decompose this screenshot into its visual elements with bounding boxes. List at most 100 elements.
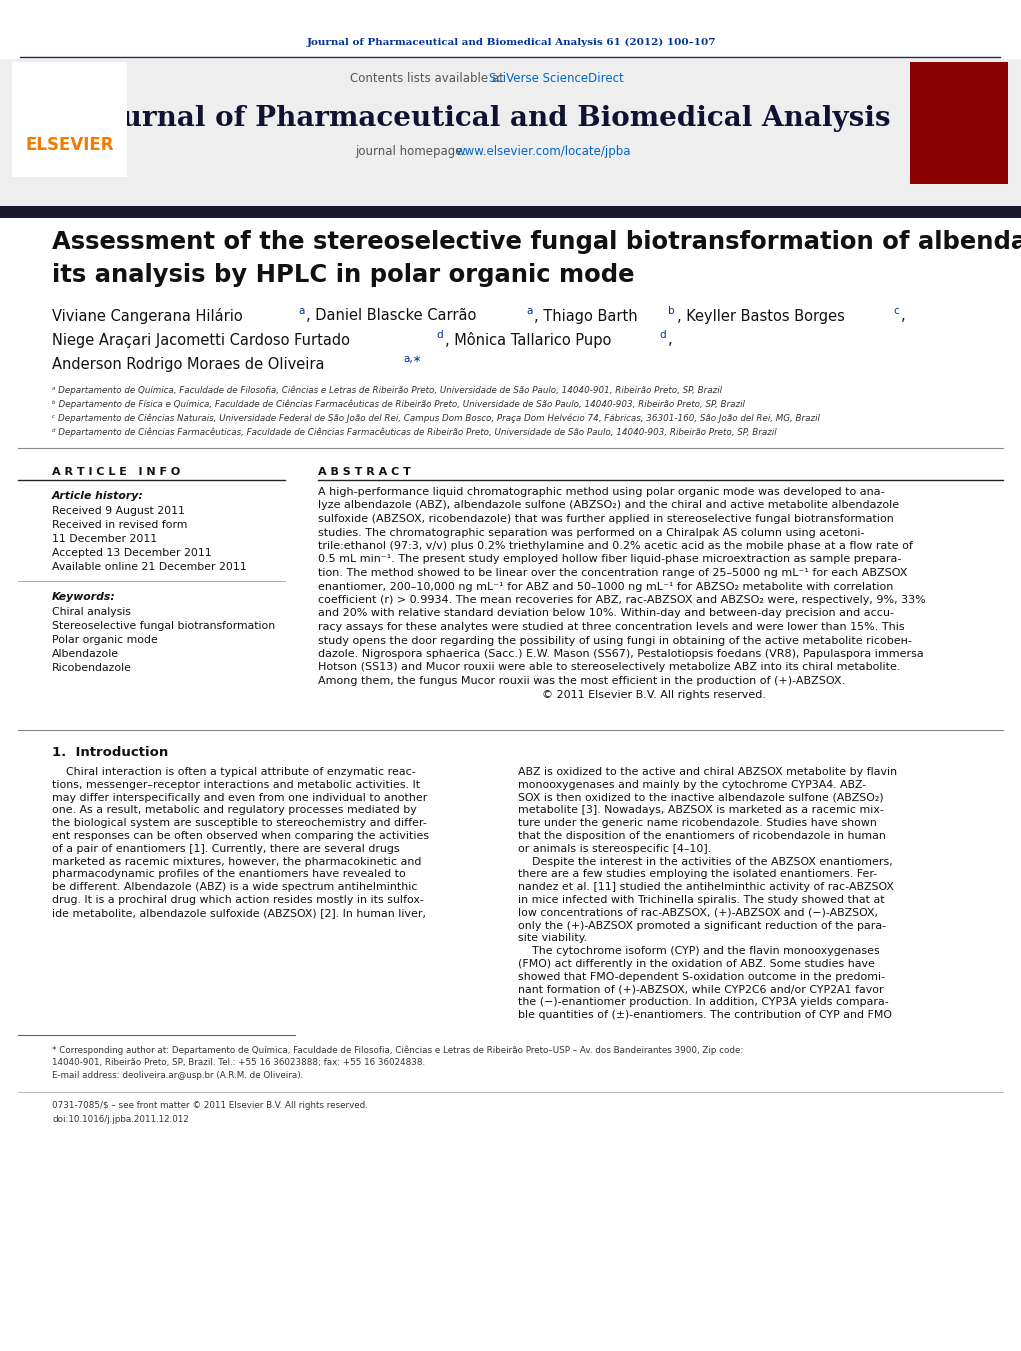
Text: studies. The chromatographic separation was performed on a Chiralpak AS column u: studies. The chromatographic separation … [318,527,865,538]
Text: doi:10.1016/j.jpba.2011.12.012: doi:10.1016/j.jpba.2011.12.012 [52,1115,189,1124]
Text: pharmacodynamic profiles of the enantiomers have revealed to: pharmacodynamic profiles of the enantiom… [52,870,405,880]
Text: ble quantities of (±)-enantiomers. The contribution of CYP and FMO: ble quantities of (±)-enantiomers. The c… [518,1011,892,1020]
Text: d: d [437,330,443,340]
Text: www.elsevier.com/locate/jpba: www.elsevier.com/locate/jpba [455,145,631,158]
Text: drug. It is a prochiral drug which action resides mostly in its sulfox-: drug. It is a prochiral drug which actio… [52,894,424,905]
Text: its analysis by HPLC in polar organic mode: its analysis by HPLC in polar organic mo… [52,263,634,286]
Text: Niege Araçari Jacometti Cardoso Furtado: Niege Araçari Jacometti Cardoso Furtado [52,332,350,347]
Text: © 2011 Elsevier B.V. All rights reserved.: © 2011 Elsevier B.V. All rights reserved… [318,689,766,700]
Text: Viviane Cangerana Hilário: Viviane Cangerana Hilário [52,308,243,324]
Text: ,: , [669,332,673,347]
Text: or animals is stereospecific [4–10].: or animals is stereospecific [4–10]. [518,844,711,854]
Text: ,: , [901,308,906,323]
Text: may differ interspecifically and even from one individual to another: may differ interspecifically and even fr… [52,793,428,802]
Text: 11 December 2011: 11 December 2011 [52,534,157,544]
Text: Received 9 August 2011: Received 9 August 2011 [52,507,185,516]
Text: site viability.: site viability. [518,934,587,943]
Text: SOX is then oxidized to the inactive albendazole sulfone (ABZSO₂): SOX is then oxidized to the inactive alb… [518,793,883,802]
Text: 0.5 mL min⁻¹. The present study employed hollow fiber liquid-phase microextracti: 0.5 mL min⁻¹. The present study employed… [318,554,902,565]
Text: nandez et al. [11] studied the antihelminthic activity of rac-ABZSOX: nandez et al. [11] studied the antihelmi… [518,882,893,892]
Text: nant formation of (+)-ABZSOX, while CYP2C6 and/or CYP2A1 favor: nant formation of (+)-ABZSOX, while CYP2… [518,985,883,994]
Text: * Corresponding author at: Departamento de Química, Faculdade de Filosofia, Ciên: * Corresponding author at: Departamento … [52,1046,743,1055]
Text: there are a few studies employing the isolated enantiomers. Fer-: there are a few studies employing the is… [518,870,877,880]
Text: Assessment of the stereoselective fungal biotransformation of albendazole and: Assessment of the stereoselective fungal… [52,230,1021,254]
Text: 0731-7085/$ – see front matter © 2011 Elsevier B.V. All rights reserved.: 0731-7085/$ – see front matter © 2011 El… [52,1101,368,1111]
Text: metabolite [3]. Nowadays, ABZSOX is marketed as a racemic mix-: metabolite [3]. Nowadays, ABZSOX is mark… [518,805,884,816]
Text: in mice infected with Trichinella spiralis. The study showed that at: in mice infected with Trichinella spiral… [518,894,884,905]
Text: ᵃ Departamento de Química, Faculdade de Filosofia, Ciências e Letras de Ribeirão: ᵃ Departamento de Química, Faculdade de … [52,385,722,394]
Text: the (−)-enantiomer production. In addition, CYP3A yields compara-: the (−)-enantiomer production. In additi… [518,997,888,1008]
Text: Contents lists available at: Contents lists available at [350,73,507,85]
Text: tions, messenger–receptor interactions and metabolic activities. It: tions, messenger–receptor interactions a… [52,780,420,790]
FancyBboxPatch shape [910,62,1008,184]
Text: ent responses can be often observed when comparing the activities: ent responses can be often observed when… [52,831,429,842]
Text: Polar organic mode: Polar organic mode [52,635,158,644]
Text: 14040-901, Ribeirão Preto, SP, Brazil. Tel.: +55 16 36023888; fax: +55 16 360248: 14040-901, Ribeirão Preto, SP, Brazil. T… [52,1058,425,1067]
Text: dazole. Nigrospora sphaerica (Sacc.) E.W. Mason (SS67), Pestalotiopsis foedans (: dazole. Nigrospora sphaerica (Sacc.) E.W… [318,648,924,659]
Text: Chiral interaction is often a typical attribute of enzymatic reac-: Chiral interaction is often a typical at… [52,767,416,777]
Text: Among them, the fungus Mucor rouxii was the most efficient in the production of : Among them, the fungus Mucor rouxii was … [318,676,845,686]
Text: 1.  Introduction: 1. Introduction [52,746,168,758]
Text: showed that FMO-dependent S-oxidation outcome in the predomi-: showed that FMO-dependent S-oxidation ou… [518,971,885,982]
Text: a: a [298,305,304,316]
Text: A R T I C L E   I N F O: A R T I C L E I N F O [52,467,181,477]
Text: ELSEVIER: ELSEVIER [26,136,114,154]
Text: , Thiago Barth: , Thiago Barth [534,308,638,323]
Text: Journal of Pharmaceutical and Biomedical Analysis 61 (2012) 100–107: Journal of Pharmaceutical and Biomedical… [306,38,716,46]
Text: study opens the door regarding the possibility of using fungi in obtaining of th: study opens the door regarding the possi… [318,635,912,646]
Text: Accepted 13 December 2011: Accepted 13 December 2011 [52,549,211,558]
Text: SciVerse ScienceDirect: SciVerse ScienceDirect [489,73,624,85]
Text: A B S T R A C T: A B S T R A C T [318,467,410,477]
Text: ᵇ Departamento de Física e Química, Faculdade de Ciências Farmacêuticas de Ribei: ᵇ Departamento de Física e Química, Facu… [52,400,745,409]
Text: Ricobendazole: Ricobendazole [52,663,132,673]
Text: , Keyller Bastos Borges: , Keyller Bastos Borges [677,308,844,323]
Text: d: d [660,330,667,340]
Text: be different. Albendazole (ABZ) is a wide spectrum antihelminthic: be different. Albendazole (ABZ) is a wid… [52,882,418,892]
FancyBboxPatch shape [0,59,1021,207]
Text: A high-performance liquid chromatographic method using polar organic mode was de: A high-performance liquid chromatographi… [318,486,884,497]
Text: monooxygenases and mainly by the cytochrome CYP3A4. ABZ-: monooxygenases and mainly by the cytochr… [518,780,866,790]
Text: lyze albendazole (ABZ), albendazole sulfone (ABZSO₂) and the chiral and active m: lyze albendazole (ABZ), albendazole sulf… [318,500,900,511]
FancyBboxPatch shape [12,62,127,177]
Text: trile:ethanol (97:3, v/v) plus 0.2% triethylamine and 0.2% acetic acid as the mo: trile:ethanol (97:3, v/v) plus 0.2% trie… [318,540,913,551]
Text: and 20% with relative standard deviation below 10%. Within-day and between-day p: and 20% with relative standard deviation… [318,608,894,619]
Text: tion. The method showed to be linear over the concentration range of 25–5000 ng : tion. The method showed to be linear ove… [318,567,908,578]
Text: only the (+)-ABZSOX promoted a significant reduction of the para-: only the (+)-ABZSOX promoted a significa… [518,920,886,931]
Text: b: b [668,305,675,316]
Text: journal homepage:: journal homepage: [355,145,471,158]
Text: Albendazole: Albendazole [52,648,119,659]
Text: low concentrations of rac-ABZSOX, (+)-ABZSOX and (−)-ABZSOX,: low concentrations of rac-ABZSOX, (+)-AB… [518,908,878,917]
Text: , Mônica Tallarico Pupo: , Mônica Tallarico Pupo [445,332,612,349]
Text: c: c [893,305,900,316]
Text: of a pair of enantiomers [1]. Currently, there are several drugs: of a pair of enantiomers [1]. Currently,… [52,844,399,854]
Text: one. As a result, metabolic and regulatory processes mediated by: one. As a result, metabolic and regulato… [52,805,417,816]
Text: ᵈ Departamento de Ciências Farmacêuticas, Faculdade de Ciências Farmacêuticas de: ᵈ Departamento de Ciências Farmacêuticas… [52,427,777,436]
Text: Despite the interest in the activities of the ABZSOX enantiomers,: Despite the interest in the activities o… [518,857,892,866]
Text: enantiomer, 200–10,000 ng mL⁻¹ for ABZ and 50–1000 ng mL⁻¹ for ABZSO₂ metabolite: enantiomer, 200–10,000 ng mL⁻¹ for ABZ a… [318,581,893,592]
Text: a: a [526,305,533,316]
Text: The cytochrome isoform (CYP) and the flavin monooxygenases: The cytochrome isoform (CYP) and the fla… [518,946,880,957]
Text: (FMO) act differently in the oxidation of ABZ. Some studies have: (FMO) act differently in the oxidation o… [518,959,875,969]
Text: Stereoselective fungal biotransformation: Stereoselective fungal biotransformation [52,621,275,631]
Text: marketed as racemic mixtures, however, the pharmacokinetic and: marketed as racemic mixtures, however, t… [52,857,422,866]
Text: Article history:: Article history: [52,490,144,501]
Text: sulfoxide (ABZSOX, ricobendazole) that was further applied in stereoselective fu: sulfoxide (ABZSOX, ricobendazole) that w… [318,513,893,524]
Text: that the disposition of the enantiomers of ricobendazole in human: that the disposition of the enantiomers … [518,831,886,842]
Text: , Daniel Blascke Carrão: , Daniel Blascke Carrão [306,308,477,323]
Text: racy assays for these analytes were studied at three concentration levels and we: racy assays for these analytes were stud… [318,621,905,632]
Text: the biological system are susceptible to stereochemistry and differ-: the biological system are susceptible to… [52,819,427,828]
Text: Keywords:: Keywords: [52,592,115,603]
Text: E-mail address: deoliveira.ar@usp.br (A.R.M. de Oliveira).: E-mail address: deoliveira.ar@usp.br (A.… [52,1071,303,1081]
Text: ture under the generic name ricobendazole. Studies have shown: ture under the generic name ricobendazol… [518,819,877,828]
FancyBboxPatch shape [0,205,1021,218]
Text: Anderson Rodrigo Moraes de Oliveira: Anderson Rodrigo Moraes de Oliveira [52,357,325,372]
Text: Journal of Pharmaceutical and Biomedical Analysis: Journal of Pharmaceutical and Biomedical… [90,104,890,131]
Text: ABZ is oxidized to the active and chiral ABZSOX metabolite by flavin: ABZ is oxidized to the active and chiral… [518,767,897,777]
Text: Available online 21 December 2011: Available online 21 December 2011 [52,562,247,571]
Text: Received in revised form: Received in revised form [52,520,188,530]
Text: Hotson (SS13) and Mucor rouxii were able to stereoselectively metabolize ABZ int: Hotson (SS13) and Mucor rouxii were able… [318,662,901,673]
Text: a,∗: a,∗ [403,354,422,363]
Text: Chiral analysis: Chiral analysis [52,607,131,617]
Text: coefficient (r) > 0.9934. The mean recoveries for ABZ, rac-ABZSOX and ABZSO₂ wer: coefficient (r) > 0.9934. The mean recov… [318,594,926,605]
Text: ide metabolite, albendazole sulfoxide (ABZSOX) [2]. In human liver,: ide metabolite, albendazole sulfoxide (A… [52,908,426,917]
